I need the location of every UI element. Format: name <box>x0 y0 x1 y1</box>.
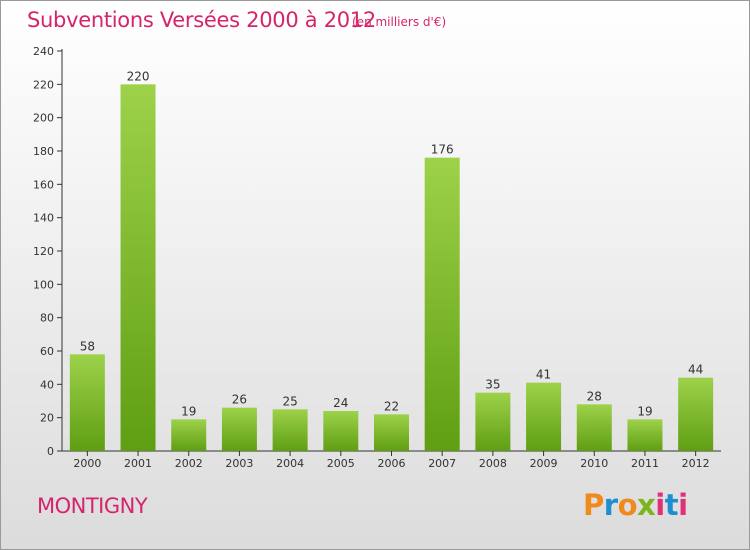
x-tick-label: 2009 <box>530 457 558 470</box>
data-label: 25 <box>282 394 297 408</box>
y-tick-label: 120 <box>33 245 54 258</box>
bar-2001 <box>120 84 156 451</box>
y-tick-label: 240 <box>33 45 54 58</box>
data-label: 19 <box>181 404 196 418</box>
bars <box>69 84 714 451</box>
axes: 0 20 40 60 80 100 120 140 160 180 200 220 240 2000 200… <box>33 45 721 470</box>
logo-letter: i <box>678 488 688 522</box>
bar-2010 <box>576 404 612 451</box>
chart-title: Subventions Versées 2000 à 2012 <box>27 8 376 32</box>
logo-letter: x <box>637 488 656 522</box>
x-tick-label: 2012 <box>682 457 710 470</box>
bar-2002 <box>171 419 207 451</box>
bar-2003 <box>221 407 257 451</box>
bar-2007 <box>424 157 460 451</box>
y-tick-label: 220 <box>33 78 54 91</box>
bar-2012 <box>678 377 714 451</box>
bar-2009 <box>526 382 562 451</box>
logo-letter: P <box>583 488 604 522</box>
x-tick-label: 2003 <box>225 457 253 470</box>
logo-letter: t <box>664 488 679 522</box>
y-tick-label: 140 <box>33 212 54 225</box>
x-tick-label: 2004 <box>276 457 304 470</box>
y-tick-label: 80 <box>40 312 54 325</box>
y-tick-label: 160 <box>33 178 54 191</box>
data-label: 58 <box>80 339 95 353</box>
data-label: 35 <box>485 378 500 392</box>
bar-2004 <box>272 409 308 451</box>
x-tick-label: 2002 <box>175 457 203 470</box>
data-label: 176 <box>431 143 454 157</box>
y-tick-label: 200 <box>33 112 54 125</box>
proxiti-logo: Proxiti <box>583 488 688 522</box>
y-tick-label: 100 <box>33 278 54 291</box>
chart-subtitle: (en milliers d'€) <box>352 15 447 29</box>
bar-2011 <box>627 419 663 451</box>
x-tick-label: 2008 <box>479 457 507 470</box>
logo-letter: o <box>617 488 638 522</box>
y-tick-label: 60 <box>40 345 54 358</box>
logo-letter: i <box>655 488 665 522</box>
commune-name: MONTIGNY <box>37 494 148 518</box>
y-tick-label: 180 <box>33 145 54 158</box>
x-tick-label: 2001 <box>124 457 152 470</box>
bar-2005 <box>323 411 359 451</box>
bar-2006 <box>374 414 409 451</box>
data-label: 19 <box>637 404 652 418</box>
x-tick-label: 2011 <box>631 457 659 470</box>
logo-letter: r <box>603 488 618 522</box>
data-labels: 58 220 19 26 25 24 22 176 35 41 28 19 44 <box>80 69 704 418</box>
bar-2000 <box>69 354 105 451</box>
x-tick-label: 2000 <box>73 457 101 470</box>
y-tick-label: 0 <box>47 445 54 458</box>
x-tick-label: 2005 <box>327 457 355 470</box>
x-tick-label: 2010 <box>580 457 608 470</box>
y-tick-label: 40 <box>40 378 54 391</box>
data-label: 44 <box>688 363 703 377</box>
data-label: 41 <box>536 368 551 382</box>
data-label: 26 <box>232 393 247 407</box>
bar-2008 <box>475 392 511 451</box>
y-tick-label: 20 <box>40 412 54 425</box>
x-tick-label: 2007 <box>428 457 456 470</box>
data-label: 220 <box>127 69 150 83</box>
x-tick-label: 2006 <box>378 457 406 470</box>
data-label: 28 <box>587 389 602 403</box>
data-label: 24 <box>333 396 348 410</box>
data-label: 22 <box>384 399 399 413</box>
